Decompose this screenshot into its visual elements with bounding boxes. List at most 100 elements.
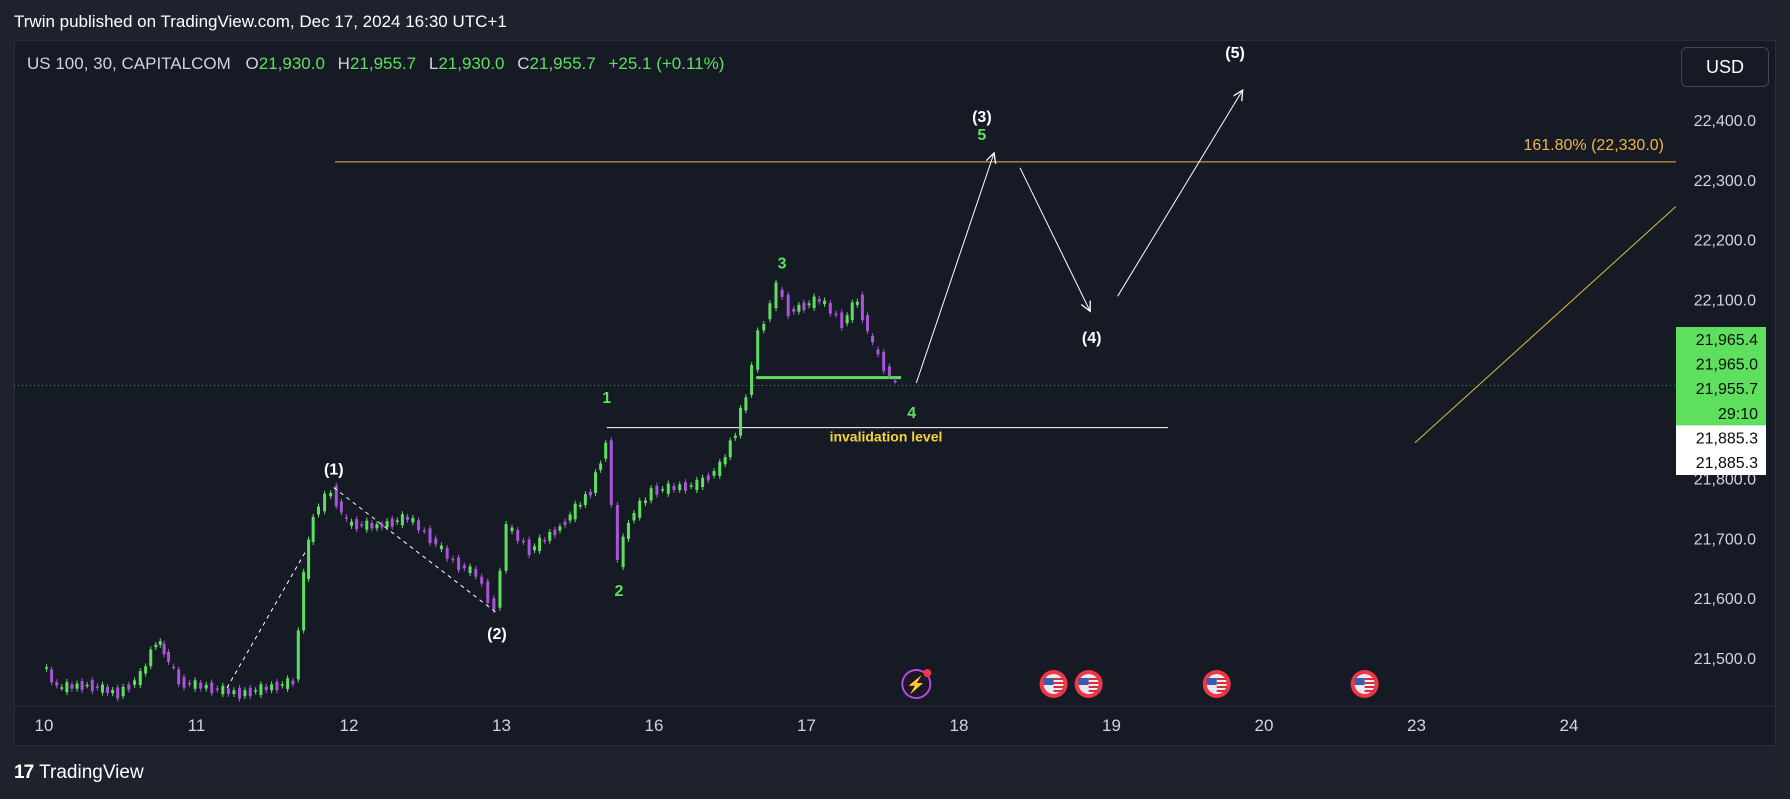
candle-body xyxy=(733,435,737,438)
candle-body xyxy=(840,312,844,328)
candle-body xyxy=(817,298,821,302)
candle-body xyxy=(323,493,327,512)
candle-body xyxy=(385,521,389,528)
us-flag-stripe-icon xyxy=(1364,686,1375,688)
candle-body xyxy=(744,397,748,411)
candle-body xyxy=(395,520,399,522)
candle-body xyxy=(828,302,832,314)
tradingview-logo-icon: 17 xyxy=(14,762,34,783)
wave-label: 2 xyxy=(614,583,623,600)
us-flag-canton-icon xyxy=(1043,678,1054,685)
close-label: C xyxy=(517,54,530,73)
candle-body xyxy=(649,488,653,501)
candle-body xyxy=(492,598,496,611)
us-flag-stripe-icon xyxy=(1088,686,1099,688)
price-tag xyxy=(1676,425,1766,451)
candle-body xyxy=(144,666,148,674)
candle-body xyxy=(259,684,263,695)
candle-body xyxy=(780,289,784,297)
candle-body xyxy=(521,540,525,543)
candle-body xyxy=(158,641,162,645)
symbol-label[interactable]: US 100, 30, CAPITALCOM xyxy=(27,54,231,73)
candle-body xyxy=(457,557,461,571)
candle-body xyxy=(706,475,710,481)
chart-frame[interactable] xyxy=(14,40,1776,746)
price-tag-label: 21,885.3 xyxy=(1696,455,1758,472)
y-tick-label: 22,400.0 xyxy=(1694,113,1756,130)
x-tick-label: 16 xyxy=(645,716,664,735)
candle-body xyxy=(182,677,186,688)
lightning-event-icon[interactable] xyxy=(901,669,932,699)
candle-body xyxy=(199,682,203,689)
candle-body xyxy=(661,489,665,491)
candle-body xyxy=(215,688,219,690)
y-tick-label: 22,300.0 xyxy=(1694,173,1756,190)
x-tick-label: 13 xyxy=(492,716,511,735)
wave-dashed-line[interactable] xyxy=(226,550,307,689)
candle-body xyxy=(866,315,869,332)
wave-label: 5 xyxy=(977,127,986,144)
candle-body xyxy=(116,687,120,699)
candle-body xyxy=(210,682,214,694)
candle-body xyxy=(237,687,241,699)
ohlc-legend: US 100, 30, CAPITALCOM O21,930.0 H21,955… xyxy=(27,54,724,74)
candle-body xyxy=(802,302,806,311)
candle-body xyxy=(254,690,258,692)
high-label: H xyxy=(337,54,350,73)
price-series[interactable] xyxy=(45,279,897,702)
candle-body xyxy=(162,643,166,655)
us-flag-stripe-icon xyxy=(1364,682,1375,684)
wave-label: 4 xyxy=(907,405,916,422)
candle-body xyxy=(823,300,827,305)
candle-body xyxy=(834,313,838,316)
projection-arrow[interactable] xyxy=(1019,167,1090,311)
x-tick-label: 17 xyxy=(797,716,816,735)
x-tick-label: 10 xyxy=(35,716,54,735)
candle-body xyxy=(695,479,699,491)
candle-body xyxy=(417,520,421,531)
candle-body xyxy=(411,517,415,523)
invalidation-level-label: invalidation level xyxy=(830,429,943,445)
candle-body xyxy=(728,440,732,458)
candle-body xyxy=(405,516,409,520)
candle-body xyxy=(498,570,502,608)
us-flag-stripe-icon xyxy=(1053,690,1064,692)
projection-arrow[interactable] xyxy=(1117,90,1243,297)
us-flag-stripe-icon xyxy=(1364,690,1375,692)
candle-body xyxy=(127,684,131,690)
price-tag xyxy=(1676,351,1766,377)
price-tag xyxy=(1676,450,1766,475)
candle-body xyxy=(154,644,158,648)
wave-label: (3) xyxy=(972,109,992,126)
candle-body xyxy=(533,546,537,551)
candle-body xyxy=(375,524,379,529)
projection-arrow[interactable] xyxy=(915,153,994,384)
lightning-glyph-icon: ⚡ xyxy=(906,675,926,694)
candle-body xyxy=(138,671,142,686)
trendline[interactable] xyxy=(1414,206,1677,444)
wave-dashed-line[interactable] xyxy=(333,487,498,614)
candle-body xyxy=(774,282,778,309)
candle-body xyxy=(504,524,508,571)
price-tag xyxy=(1676,376,1766,402)
currency-button[interactable]: USD xyxy=(1681,47,1769,87)
candle-body xyxy=(876,349,880,355)
high-value: 21,955.7 xyxy=(349,54,417,73)
candle-body xyxy=(55,682,59,686)
candle-body xyxy=(70,684,74,689)
candle-body xyxy=(762,324,766,331)
candle-body xyxy=(480,576,484,584)
us-flag-stripe-icon xyxy=(1364,678,1375,680)
candle-body xyxy=(538,537,542,552)
x-tick-label: 19 xyxy=(1102,716,1121,735)
candle-body xyxy=(317,506,320,515)
candle-body xyxy=(334,485,338,507)
x-tick-label: 18 xyxy=(950,716,969,735)
us-flag-stripe-icon xyxy=(1053,678,1064,680)
candle-body xyxy=(468,566,472,574)
candle-body xyxy=(666,483,670,494)
candle-body xyxy=(280,684,284,686)
tradingview-footer[interactable]: 17 TradingView xyxy=(14,762,144,790)
candle-body xyxy=(678,484,682,490)
